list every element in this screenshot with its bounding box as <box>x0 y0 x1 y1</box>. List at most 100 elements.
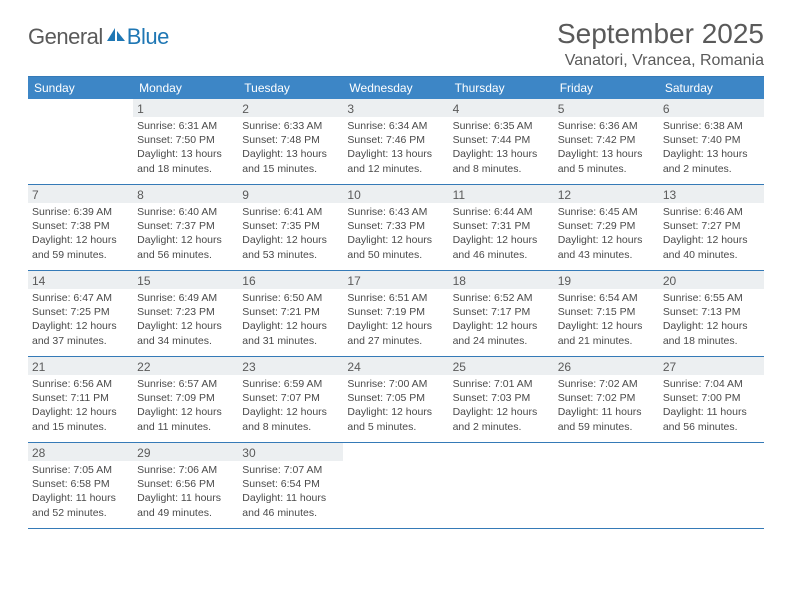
sunset-text: Sunset: 7:27 PM <box>663 219 760 233</box>
sunrise-text: Sunrise: 7:07 AM <box>242 463 339 477</box>
day-body: Sunrise: 6:47 AMSunset: 7:25 PMDaylight:… <box>28 289 133 354</box>
day-body: Sunrise: 6:33 AMSunset: 7:48 PMDaylight:… <box>238 117 343 182</box>
calendar-cell-empty <box>28 99 133 185</box>
day-body: Sunrise: 6:46 AMSunset: 7:27 PMDaylight:… <box>659 203 764 268</box>
day-body: Sunrise: 6:41 AMSunset: 7:35 PMDaylight:… <box>238 203 343 268</box>
logo-text-general: General <box>28 24 103 50</box>
daylight-text: Daylight: 12 hours and 27 minutes. <box>347 319 444 347</box>
daylight-text: Daylight: 13 hours and 2 minutes. <box>663 147 760 175</box>
day-number: 9 <box>238 185 343 203</box>
sunset-text: Sunset: 7:17 PM <box>453 305 550 319</box>
day-number: 18 <box>449 271 554 289</box>
daylight-text: Daylight: 12 hours and 11 minutes. <box>137 405 234 433</box>
day-body: Sunrise: 6:51 AMSunset: 7:19 PMDaylight:… <box>343 289 448 354</box>
sunrise-text: Sunrise: 6:36 AM <box>558 119 655 133</box>
day-number: 12 <box>554 185 659 203</box>
day-body: Sunrise: 6:36 AMSunset: 7:42 PMDaylight:… <box>554 117 659 182</box>
calendar-cell: 14Sunrise: 6:47 AMSunset: 7:25 PMDayligh… <box>28 271 133 357</box>
sunrise-text: Sunrise: 6:51 AM <box>347 291 444 305</box>
day-body: Sunrise: 6:52 AMSunset: 7:17 PMDaylight:… <box>449 289 554 354</box>
calendar-cell-empty <box>554 443 659 529</box>
day-body: Sunrise: 6:44 AMSunset: 7:31 PMDaylight:… <box>449 203 554 268</box>
calendar-cell: 2Sunrise: 6:33 AMSunset: 7:48 PMDaylight… <box>238 99 343 185</box>
daylight-text: Daylight: 11 hours and 52 minutes. <box>32 491 129 519</box>
sunset-text: Sunset: 7:19 PM <box>347 305 444 319</box>
month-title: September 2025 <box>557 18 764 50</box>
day-body: Sunrise: 6:43 AMSunset: 7:33 PMDaylight:… <box>343 203 448 268</box>
calendar-cell: 10Sunrise: 6:43 AMSunset: 7:33 PMDayligh… <box>343 185 448 271</box>
day-number: 16 <box>238 271 343 289</box>
day-number: 25 <box>449 357 554 375</box>
calendar-cell: 7Sunrise: 6:39 AMSunset: 7:38 PMDaylight… <box>28 185 133 271</box>
day-number: 7 <box>28 185 133 203</box>
day-body: Sunrise: 7:01 AMSunset: 7:03 PMDaylight:… <box>449 375 554 440</box>
daylight-text: Daylight: 12 hours and 43 minutes. <box>558 233 655 261</box>
calendar-cell: 16Sunrise: 6:50 AMSunset: 7:21 PMDayligh… <box>238 271 343 357</box>
sunset-text: Sunset: 7:09 PM <box>137 391 234 405</box>
sunset-text: Sunset: 7:46 PM <box>347 133 444 147</box>
day-number: 5 <box>554 99 659 117</box>
sunrise-text: Sunrise: 6:56 AM <box>32 377 129 391</box>
calendar-cell: 1Sunrise: 6:31 AMSunset: 7:50 PMDaylight… <box>133 99 238 185</box>
calendar-cell: 5Sunrise: 6:36 AMSunset: 7:42 PMDaylight… <box>554 99 659 185</box>
day-body: Sunrise: 7:04 AMSunset: 7:00 PMDaylight:… <box>659 375 764 440</box>
daylight-text: Daylight: 13 hours and 8 minutes. <box>453 147 550 175</box>
day-body: Sunrise: 6:39 AMSunset: 7:38 PMDaylight:… <box>28 203 133 268</box>
sunset-text: Sunset: 7:31 PM <box>453 219 550 233</box>
sunrise-text: Sunrise: 6:45 AM <box>558 205 655 219</box>
sunset-text: Sunset: 7:03 PM <box>453 391 550 405</box>
day-number: 14 <box>28 271 133 289</box>
sunset-text: Sunset: 7:37 PM <box>137 219 234 233</box>
calendar-cell: 15Sunrise: 6:49 AMSunset: 7:23 PMDayligh… <box>133 271 238 357</box>
day-body: Sunrise: 6:55 AMSunset: 7:13 PMDaylight:… <box>659 289 764 354</box>
day-number: 28 <box>28 443 133 461</box>
calendar-cell: 24Sunrise: 7:00 AMSunset: 7:05 PMDayligh… <box>343 357 448 443</box>
day-number: 26 <box>554 357 659 375</box>
day-body: Sunrise: 6:34 AMSunset: 7:46 PMDaylight:… <box>343 117 448 182</box>
daylight-text: Daylight: 12 hours and 50 minutes. <box>347 233 444 261</box>
calendar-cell: 25Sunrise: 7:01 AMSunset: 7:03 PMDayligh… <box>449 357 554 443</box>
day-body: Sunrise: 7:06 AMSunset: 6:56 PMDaylight:… <box>133 461 238 526</box>
calendar-grid: SundayMondayTuesdayWednesdayThursdayFrid… <box>28 76 764 529</box>
daylight-text: Daylight: 12 hours and 53 minutes. <box>242 233 339 261</box>
day-number: 2 <box>238 99 343 117</box>
sunset-text: Sunset: 6:56 PM <box>137 477 234 491</box>
calendar-cell: 28Sunrise: 7:05 AMSunset: 6:58 PMDayligh… <box>28 443 133 529</box>
header: General Blue September 2025 Vanatori, Vr… <box>28 18 764 70</box>
daylight-text: Daylight: 12 hours and 15 minutes. <box>32 405 129 433</box>
sunrise-text: Sunrise: 6:47 AM <box>32 291 129 305</box>
sunset-text: Sunset: 6:54 PM <box>242 477 339 491</box>
sunrise-text: Sunrise: 6:34 AM <box>347 119 444 133</box>
daylight-text: Daylight: 12 hours and 46 minutes. <box>453 233 550 261</box>
daylight-text: Daylight: 13 hours and 15 minutes. <box>242 147 339 175</box>
sunrise-text: Sunrise: 7:01 AM <box>453 377 550 391</box>
sunset-text: Sunset: 7:25 PM <box>32 305 129 319</box>
daylight-text: Daylight: 12 hours and 21 minutes. <box>558 319 655 347</box>
sunset-text: Sunset: 7:13 PM <box>663 305 760 319</box>
day-number: 6 <box>659 99 764 117</box>
sunset-text: Sunset: 7:33 PM <box>347 219 444 233</box>
calendar-cell: 27Sunrise: 7:04 AMSunset: 7:00 PMDayligh… <box>659 357 764 443</box>
calendar-cell-empty <box>659 443 764 529</box>
calendar-cell: 3Sunrise: 6:34 AMSunset: 7:46 PMDaylight… <box>343 99 448 185</box>
day-body: Sunrise: 7:05 AMSunset: 6:58 PMDaylight:… <box>28 461 133 526</box>
sunset-text: Sunset: 7:02 PM <box>558 391 655 405</box>
sunset-text: Sunset: 7:11 PM <box>32 391 129 405</box>
logo-sail-icon <box>106 26 126 49</box>
day-number: 30 <box>238 443 343 461</box>
daylight-text: Daylight: 12 hours and 40 minutes. <box>663 233 760 261</box>
dow-header: Saturday <box>659 77 764 99</box>
sunrise-text: Sunrise: 6:49 AM <box>137 291 234 305</box>
daylight-text: Daylight: 12 hours and 34 minutes. <box>137 319 234 347</box>
calendar-cell: 12Sunrise: 6:45 AMSunset: 7:29 PMDayligh… <box>554 185 659 271</box>
sunrise-text: Sunrise: 6:40 AM <box>137 205 234 219</box>
calendar-cell: 11Sunrise: 6:44 AMSunset: 7:31 PMDayligh… <box>449 185 554 271</box>
day-body: Sunrise: 6:38 AMSunset: 7:40 PMDaylight:… <box>659 117 764 182</box>
calendar-cell: 30Sunrise: 7:07 AMSunset: 6:54 PMDayligh… <box>238 443 343 529</box>
day-number: 17 <box>343 271 448 289</box>
daylight-text: Daylight: 11 hours and 49 minutes. <box>137 491 234 519</box>
sunset-text: Sunset: 7:35 PM <box>242 219 339 233</box>
sunrise-text: Sunrise: 6:50 AM <box>242 291 339 305</box>
calendar-cell-empty <box>449 443 554 529</box>
day-body: Sunrise: 7:02 AMSunset: 7:02 PMDaylight:… <box>554 375 659 440</box>
